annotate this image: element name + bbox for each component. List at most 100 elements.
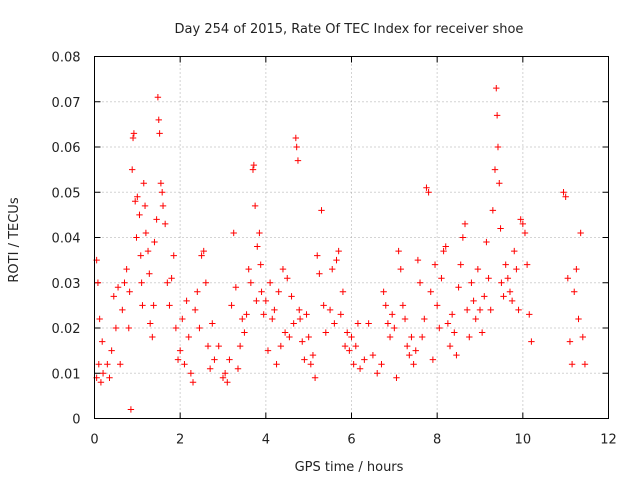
x-tick-label: 2	[176, 433, 184, 448]
data-point	[395, 247, 402, 255]
data-point	[346, 347, 353, 354]
data-point	[494, 143, 502, 151]
data-point	[119, 306, 126, 314]
data-point	[511, 247, 518, 255]
y-tick-label: 0.03	[52, 277, 81, 292]
data-point	[448, 311, 456, 318]
data-point	[386, 333, 394, 341]
data-point	[258, 288, 265, 295]
data-point	[176, 347, 184, 354]
data-point	[423, 184, 430, 191]
data-point	[498, 279, 505, 286]
data-point	[260, 311, 267, 318]
data-point	[144, 247, 152, 255]
data-point	[245, 265, 252, 273]
data-point	[209, 320, 216, 327]
data-point	[172, 324, 180, 332]
data-point	[333, 256, 340, 264]
data-point	[316, 270, 323, 277]
data-point	[117, 361, 124, 368]
data-point	[442, 243, 449, 250]
data-point	[374, 370, 381, 377]
data-point	[296, 306, 303, 314]
y-tick-label: 0.05	[52, 186, 81, 201]
data-point	[264, 347, 272, 354]
data-point	[234, 365, 242, 372]
data-point	[337, 311, 344, 318]
data-point	[307, 361, 315, 368]
data-point	[326, 306, 334, 314]
data-point	[156, 130, 163, 137]
data-point	[311, 374, 319, 381]
data-point	[236, 342, 244, 350]
data-point	[320, 302, 327, 309]
data-point	[142, 229, 150, 237]
data-point	[463, 306, 471, 314]
data-point	[189, 379, 197, 386]
data-point	[406, 351, 413, 359]
data-point	[497, 225, 504, 232]
data-point	[314, 252, 321, 259]
chart-title: Day 254 of 2015, Rate Of TEC Index for r…	[175, 22, 524, 37]
data-point	[155, 116, 162, 124]
data-point	[508, 297, 516, 305]
data-point	[515, 306, 522, 314]
x-tick-label: 6	[347, 433, 355, 448]
data-point	[403, 342, 411, 350]
data-point	[196, 324, 203, 332]
data-point	[393, 374, 400, 381]
data-point	[211, 356, 218, 363]
data-point	[485, 275, 492, 282]
data-point	[431, 261, 439, 268]
data-point	[224, 379, 231, 386]
data-point	[247, 279, 255, 286]
data-point	[384, 320, 392, 327]
data-point	[303, 311, 310, 318]
data-point	[125, 324, 132, 332]
data-point	[128, 166, 136, 173]
x-tick-label: 10	[515, 433, 532, 448]
data-point	[164, 279, 171, 286]
x-tick-label: 0	[90, 433, 98, 448]
data-point	[158, 189, 166, 196]
data-point	[99, 338, 106, 345]
data-point	[451, 329, 458, 336]
data-point	[286, 333, 293, 341]
data-point	[136, 211, 143, 219]
data-point	[418, 333, 426, 341]
data-point	[97, 379, 105, 386]
data-point	[519, 220, 527, 228]
data-point	[476, 306, 484, 314]
data-point	[257, 261, 264, 268]
data-point	[254, 243, 261, 250]
data-point	[123, 265, 130, 273]
data-point	[139, 302, 146, 309]
data-point	[228, 302, 235, 309]
data-point	[350, 361, 357, 368]
data-point	[391, 324, 398, 332]
data-point	[146, 320, 154, 327]
data-point	[472, 315, 479, 323]
data-point	[414, 256, 422, 264]
data-point	[250, 161, 258, 169]
tick-labels: 0 2 4 6 8 10 12 0 0.01 0.02 0.03 0.04 0.05 0.06 0.07 0.…	[52, 51, 617, 448]
data-point	[251, 202, 259, 210]
data-point	[185, 333, 192, 341]
data-point	[500, 293, 507, 300]
data-point	[230, 229, 237, 237]
x-tick-label: 12	[600, 433, 617, 448]
data-point	[133, 234, 140, 241]
data-point	[356, 365, 364, 372]
data-point	[262, 297, 270, 305]
data-point	[292, 134, 300, 142]
data-point	[131, 198, 139, 205]
data-point	[159, 202, 167, 210]
data-point	[226, 356, 233, 363]
data-point	[481, 293, 488, 300]
data-point	[461, 220, 469, 228]
data-point	[174, 356, 182, 363]
data-point	[299, 338, 306, 345]
data-point	[566, 338, 574, 345]
data-point	[344, 329, 351, 336]
